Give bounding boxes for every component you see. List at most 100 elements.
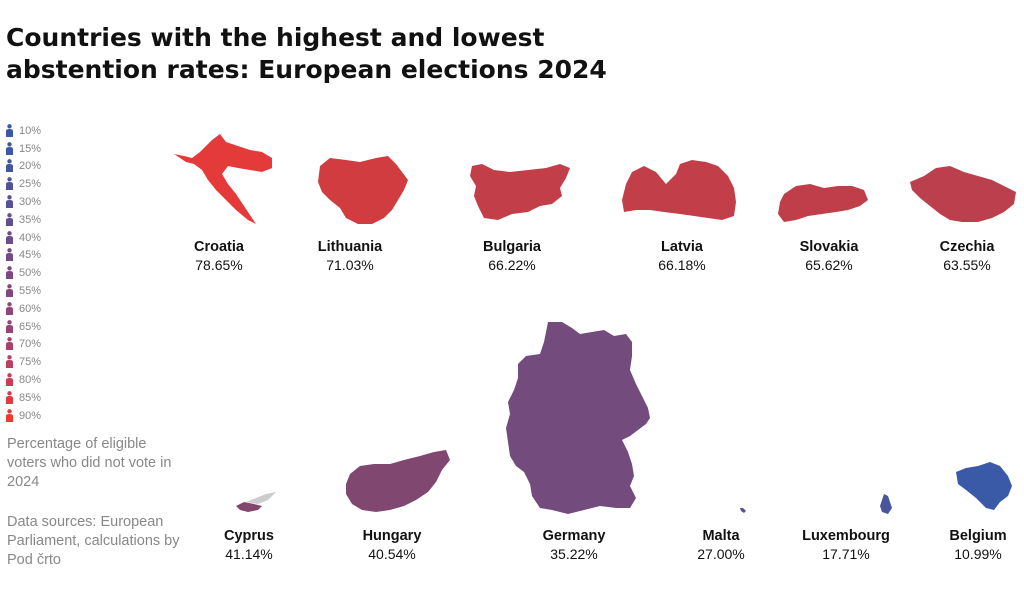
legend-label: 55% [19, 285, 42, 298]
person-icon [6, 177, 13, 191]
country-value: 65.62% [805, 257, 853, 273]
country-value: 63.55% [943, 257, 991, 273]
legend-item: 85% [5, 389, 65, 407]
slovakia-shape [778, 184, 868, 222]
legend-item: 50% [5, 264, 65, 282]
luxembourg-shape [880, 494, 892, 514]
legend-item: 75% [5, 353, 65, 371]
legend-item: 45% [5, 247, 65, 265]
lithuania-shape [318, 156, 408, 224]
country-label-germany: Germany 35.22% [514, 527, 634, 563]
country-value: 17.71% [822, 546, 870, 562]
legend-label: 65% [19, 320, 42, 333]
bulgaria-shape [470, 164, 570, 220]
country-label-croatia: Croatia 78.65% [159, 238, 279, 274]
legend-label: 35% [19, 213, 42, 226]
belgium-shape [956, 462, 1012, 510]
legend-item: 60% [5, 300, 65, 318]
latvia-shape [622, 160, 736, 220]
country-value: 66.18% [658, 257, 706, 273]
legend-label: 40% [19, 231, 42, 244]
color-legend: 10% 15% 20% 25% 30% 35% 40% 45% 50% 55% 60% 65% 70% 7… [5, 122, 65, 425]
country-label-hungary: Hungary 40.54% [332, 527, 452, 563]
country-label-lithuania: Lithuania 71.03% [290, 238, 410, 274]
country-value: 10.99% [954, 546, 1002, 562]
country-name: Belgium [949, 528, 1007, 544]
legend-item: 80% [5, 371, 65, 389]
croatia-shape [174, 134, 272, 224]
legend-label: 45% [19, 249, 42, 262]
legend-label: 80% [19, 374, 42, 387]
malta-shape [740, 508, 746, 513]
person-icon [6, 373, 13, 387]
legend-label: 10% [19, 124, 42, 137]
legend-item: 10% [5, 122, 65, 140]
person-icon [6, 141, 13, 155]
country-name: Cyprus [224, 528, 274, 544]
legend-label: 30% [19, 196, 42, 209]
title-line-2: abstention rates: European elections 202… [6, 55, 607, 84]
person-icon [6, 266, 13, 280]
person-icon [6, 230, 13, 244]
legend-item: 40% [5, 229, 65, 247]
legend-item: 35% [5, 211, 65, 229]
person-icon [6, 159, 13, 173]
country-value: 78.65% [195, 257, 243, 273]
germany-shape [506, 322, 650, 514]
sources-note: Data sources: European Parliament, calcu… [7, 514, 180, 568]
country-name: Croatia [194, 239, 244, 255]
person-icon [6, 284, 13, 298]
legend-label: 90% [19, 409, 42, 422]
legend-item: 65% [5, 318, 65, 336]
chart-title: Countries with the highest and lowest ab… [6, 22, 646, 86]
country-value: 41.14% [225, 546, 273, 562]
legend-label: 60% [19, 302, 42, 315]
country-name: Luxembourg [802, 528, 890, 544]
definition-note: Percentage of eligible voters who did no… [7, 436, 172, 490]
country-value: 71.03% [326, 257, 374, 273]
cyprus-shape [236, 502, 262, 512]
person-icon [6, 390, 13, 404]
country-name: Czechia [939, 239, 995, 255]
country-name: Malta [702, 528, 740, 544]
legend-item: 90% [5, 407, 65, 425]
title-line-1: Countries with the highest and lowest [6, 23, 545, 52]
country-value: 40.54% [368, 546, 416, 562]
person-icon [6, 123, 13, 137]
country-value: 35.22% [550, 546, 598, 562]
country-name: Bulgaria [482, 239, 541, 255]
country-name: Germany [542, 528, 606, 544]
legend-label: 15% [19, 142, 42, 155]
legend-item: 55% [5, 282, 65, 300]
country-label-slovakia: Slovakia 65.62% [769, 238, 889, 274]
country-value: 66.22% [488, 257, 536, 273]
legend-item: 70% [5, 336, 65, 354]
country-name: Lithuania [317, 239, 383, 255]
legend-item: 15% [5, 140, 65, 158]
person-icon [6, 248, 13, 262]
country-label-cyprus: Cyprus 41.14% [189, 527, 309, 563]
person-icon [6, 319, 13, 333]
person-icon [6, 355, 13, 369]
legend-item: 25% [5, 175, 65, 193]
legend-label: 50% [19, 267, 42, 280]
person-icon [6, 337, 13, 351]
legend-label: 70% [19, 338, 42, 351]
person-icon [6, 195, 13, 209]
person-icon [6, 408, 13, 422]
country-name: Latvia [661, 239, 703, 255]
person-icon [6, 212, 13, 226]
legend-label: 75% [19, 356, 42, 369]
country-label-latvia: Latvia 66.18% [622, 238, 742, 274]
country-name: Slovakia [799, 239, 859, 255]
country-label-luxembourg: Luxembourg 17.71% [786, 527, 906, 563]
person-icon [6, 301, 13, 315]
country-label-malta: Malta 27.00% [661, 527, 781, 563]
country-name: Hungary [362, 528, 422, 544]
country-label-bulgaria: Bulgaria 66.22% [452, 238, 572, 274]
country-label-czechia: Czechia 63.55% [907, 238, 1024, 274]
country-value: 27.00% [697, 546, 745, 562]
legend-item: 30% [5, 193, 65, 211]
czechia-shape [910, 166, 1016, 222]
legend-label: 25% [19, 178, 42, 191]
